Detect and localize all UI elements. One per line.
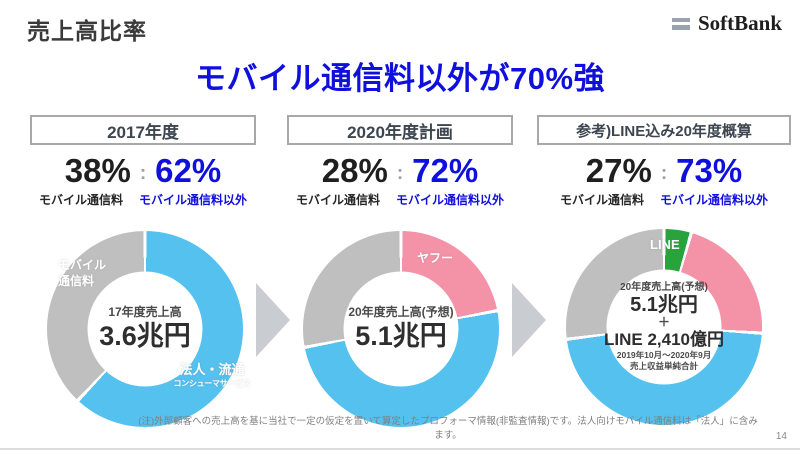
line-period-note: 2019年10月～2020年9月 [616,349,712,360]
ratio-separator: : [396,163,404,184]
footnote: (注)外部顧客への売上高を基に当社で一定の仮定を置いて算定したプロフォーマ情報(… [138,416,758,441]
donut-value-2020: 5.1兆円 [355,320,447,351]
segment-label-enterprise-line2: コンシューマサービス [173,378,251,388]
column-2017-header: 2017年度 [30,115,256,145]
donut-center-line-ref: 20年度売上高(予想) 5.1兆円 ＋ LINE 2,410億円 2019年10… [566,229,762,425]
line-sum-note: 売上収益単純合計 [629,361,698,372]
segment-label-line: LINE [650,237,680,252]
other-pct-2017: 62% [155,152,222,189]
ratio-labels-2020: モバイル通信料 モバイル通信料以外 [287,191,513,208]
column-2020-header: 2020年度計画 [287,115,513,145]
softbank-logo-icon [671,17,690,30]
donut-chart-line-ref: 20年度売上高(予想) 5.1兆円 ＋ LINE 2,410億円 2019年10… [566,229,762,425]
headline: モバイル通信料以外が70%強 [194,61,606,96]
ratio-2020: 28% : 72% [287,152,513,190]
other-label-2020: モバイル通信料以外 [396,193,505,207]
donut-center-2020: 20年度売上高(予想) 5.1兆円 [303,231,499,427]
ratio-labels-2017: モバイル通信料 モバイル通信料以外 [30,191,256,208]
column-2020: 2020年度計画 28% : 72% モバイル通信料 モバイル通信料以外 [287,115,513,208]
donut-caption-2020: 20年度売上高(予想) [348,304,454,319]
ratio-line-ref: 27% : 73% [537,152,791,190]
other-label-2017: モバイル通信料以外 [139,193,248,207]
ratio-separator: : [660,163,668,184]
ratio-separator: : [139,163,147,184]
donut-hole [606,269,722,385]
segment-label-enterprise-2017: 法人・流通 コンシューマサービス [150,362,274,389]
donut-value-line-ref: 5.1兆円 [630,294,698,317]
mobile-label-2020: モバイル通信料 [295,193,380,207]
mobile-pct-line-ref: 27% [585,152,652,189]
mobile-label-2017: モバイル通信料 [38,193,123,207]
right-arrow-icon [512,283,546,357]
segment-label-yahoo-2020: ヤフー [417,251,454,265]
donut-caption-2017: 17年度売上高 [108,304,182,319]
donut-chart-2020: 20年度売上高(予想) 5.1兆円 [303,231,499,427]
other-pct-line-ref: 73% [676,152,743,189]
mobile-pct-2020: 28% [321,152,388,189]
page-number: 14 [775,431,787,442]
donut-value-2017: 3.6兆円 [99,320,191,351]
mobile-label-line-ref: モバイル通信料 [559,193,644,207]
segment-label-mobile-2017: モバイル 通信料 [58,258,107,289]
softbank-logo-text: SoftBank [697,11,782,35]
ratio-2017: 38% : 62% [30,152,256,190]
donut-hole [343,271,459,387]
segment-label-enterprise-line1: 法人・流通 [179,362,245,377]
column-line-ref: 参考)LINE込み20年度概算 27% : 73% モバイル通信料 モバイル通信… [537,115,791,208]
other-pct-2020: 72% [412,152,479,189]
column-line-ref-header: 参考)LINE込み20年度概算 [537,115,791,145]
mobile-pct-2017: 38% [64,152,131,189]
column-2017: 2017年度 38% : 62% モバイル通信料 モバイル通信料以外 [30,115,256,208]
ratio-labels-line-ref: モバイル通信料 モバイル通信料以外 [537,191,791,208]
donut-chart-2017: 17年度売上高 3.6兆円 [47,231,243,427]
other-label-line-ref: モバイル通信料以外 [660,193,769,207]
line-revenue-value: LINE 2,410億円 [604,329,724,349]
plus-sign: ＋ [657,315,670,330]
donut-center-2017: 17年度売上高 3.6兆円 [47,231,243,427]
donut-hole [87,271,203,387]
donut-caption-line-ref: 20年度売上高(予想) [620,281,708,293]
page-title: 売上高比率 [27,18,147,44]
softbank-logo: SoftBank [671,11,782,36]
right-arrow-icon [256,283,290,357]
